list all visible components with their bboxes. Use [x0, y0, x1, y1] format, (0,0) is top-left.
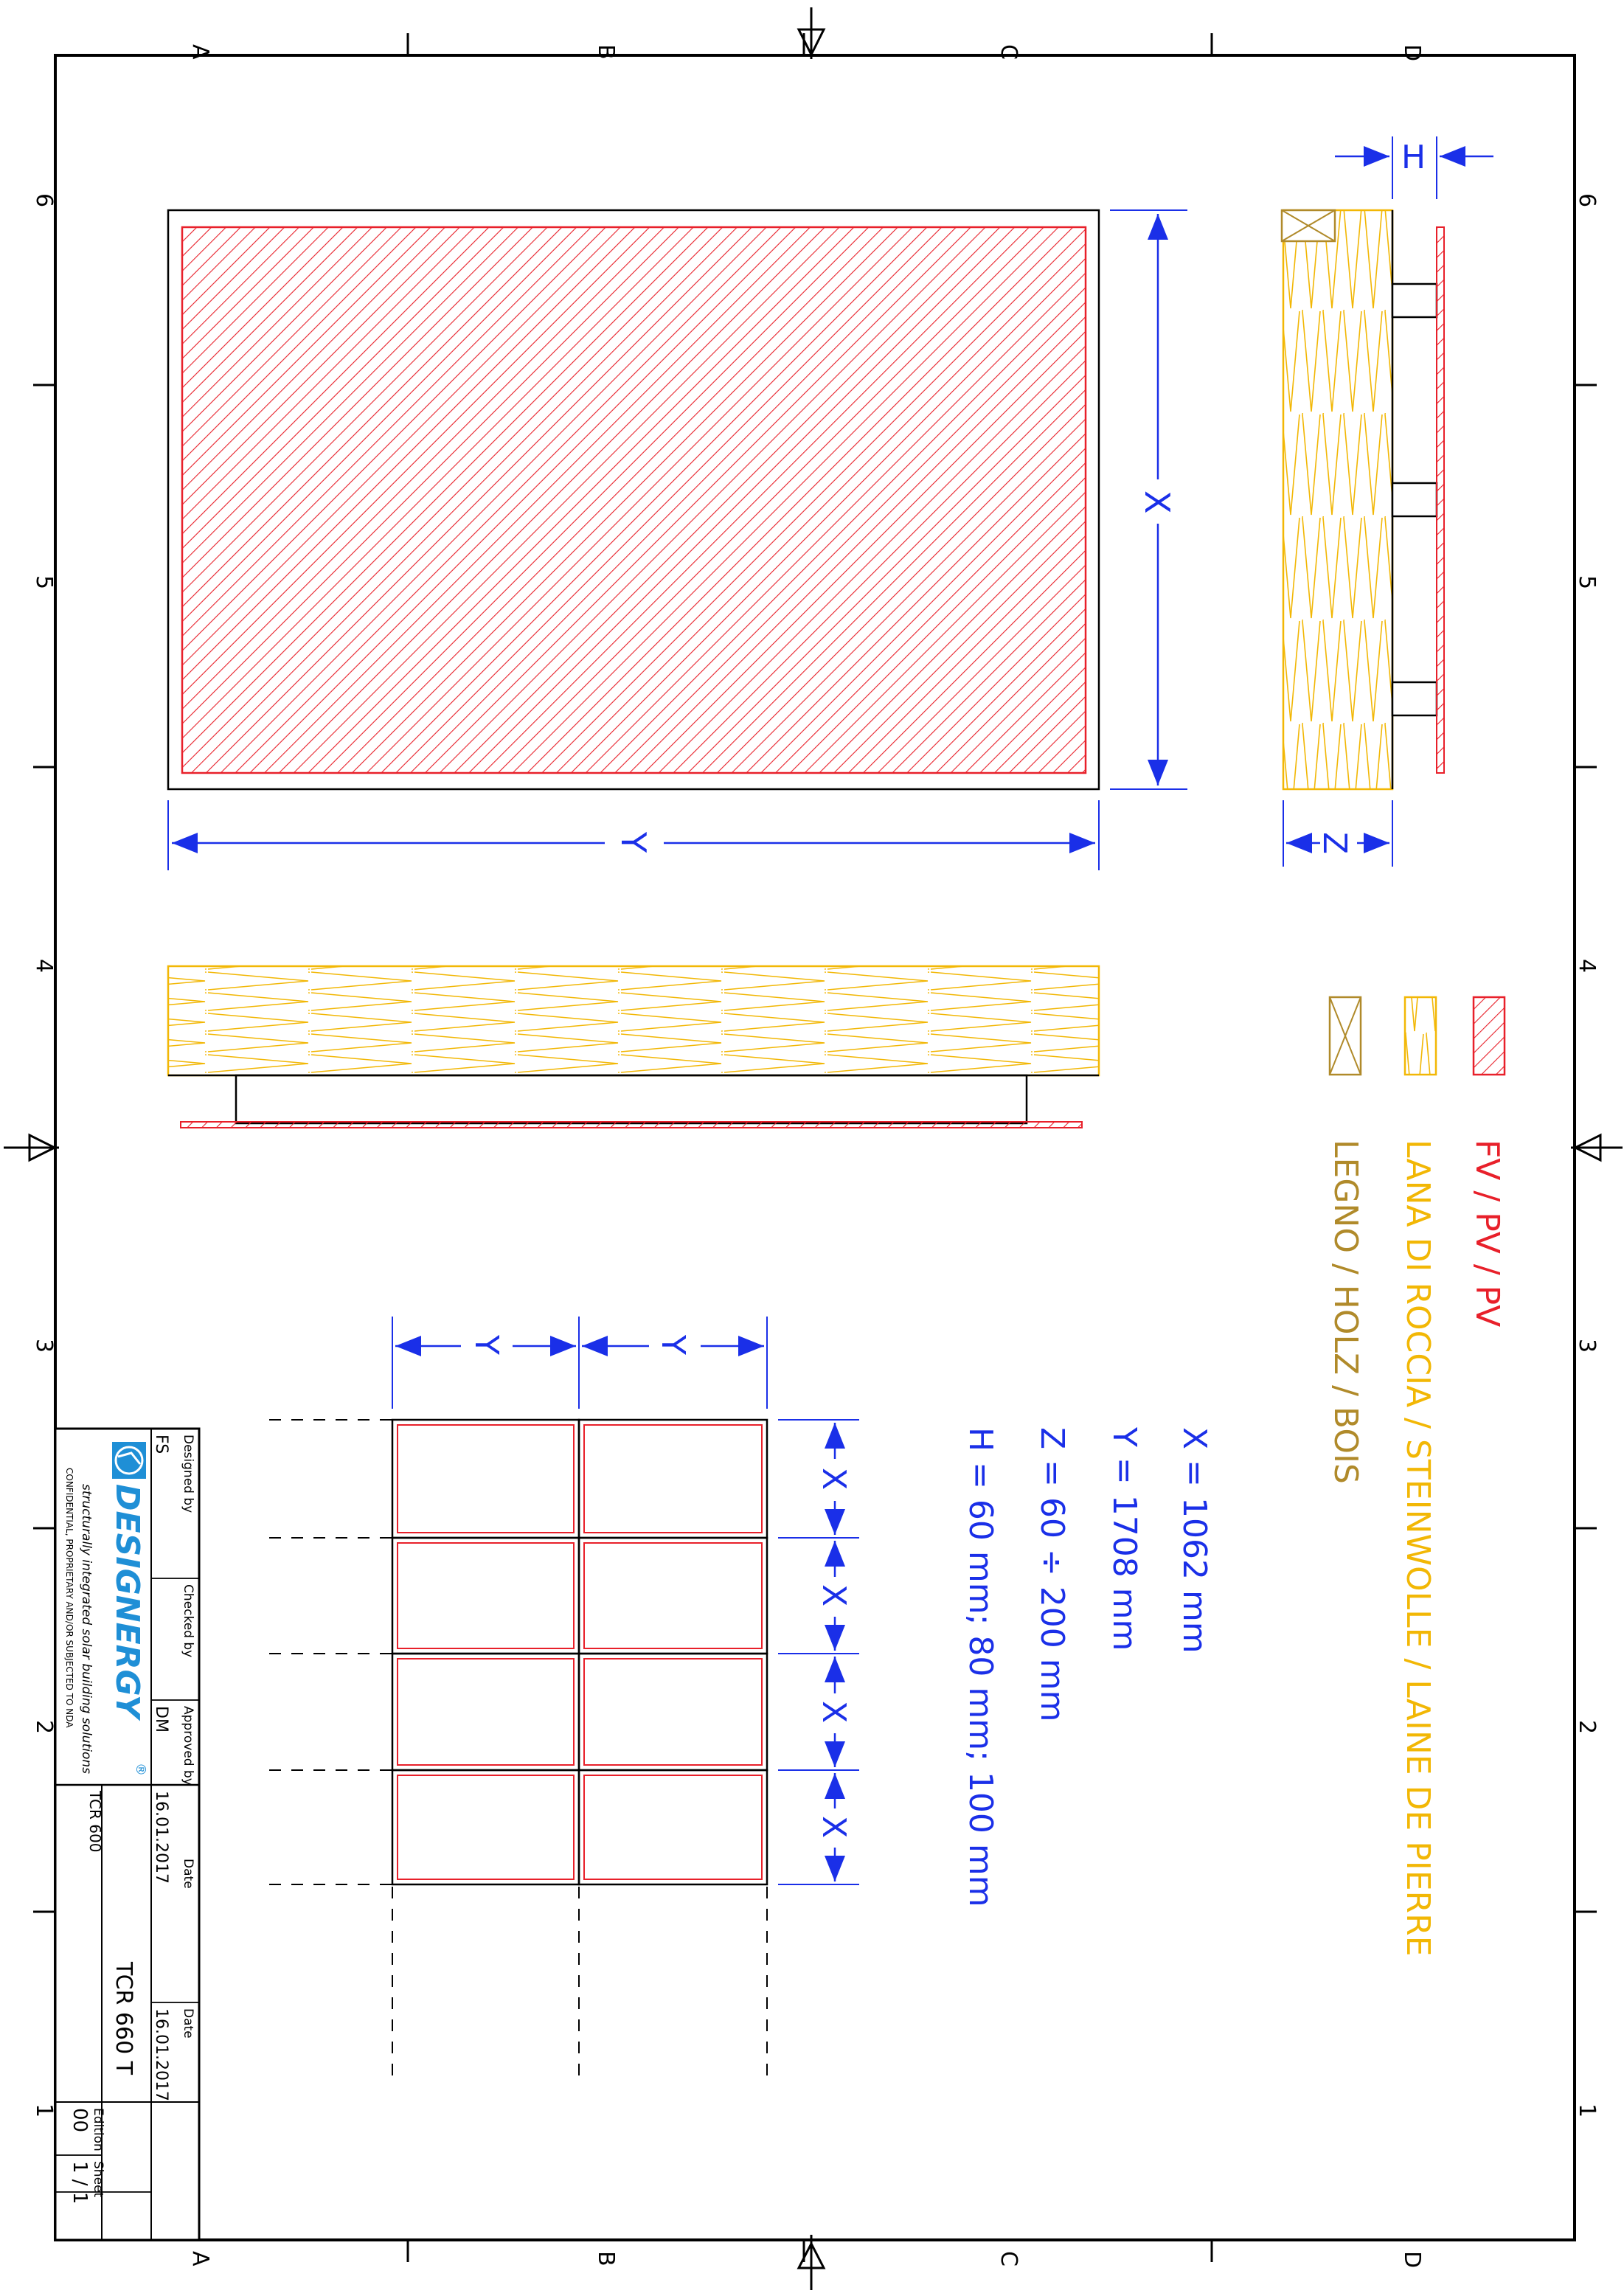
array-panels: [391, 1418, 768, 1886]
dimension-y-front: Y: [167, 800, 1100, 870]
sheet-value: 1 / 1: [69, 2161, 91, 2204]
date2-value: 16.01.2017: [152, 2008, 170, 2101]
approved-by-label: Approved by: [181, 1706, 195, 1786]
array-dimension-x: X X X X: [778, 1419, 859, 1885]
zone-letter-d-top: D: [1399, 44, 1425, 61]
confidential-notice: CONFIDENTIAL, PROPRIETARY AND/OR SUBJECT…: [64, 1468, 74, 1728]
array-dimension-x-label-4: X: [815, 1816, 853, 1838]
date-label: Date: [181, 1859, 195, 1889]
zone-number-2-left: 2: [31, 1720, 57, 1734]
zone-letter-b-top: B: [593, 44, 619, 60]
zone-number-3-right: 3: [1574, 1339, 1600, 1353]
brand-registered: ®: [133, 1763, 148, 1776]
legend-wool-swatch: [1403, 996, 1437, 1076]
wood-batten-section: [1280, 209, 1336, 243]
array-dimension-x-label-2: X: [815, 1584, 853, 1606]
approved-by-value: DM: [152, 1706, 170, 1733]
title-block: Designed by FS Checked by Approved by DM…: [54, 1427, 201, 2241]
drawing-title: TCR 660 T: [111, 1961, 136, 2075]
zone-letter-c-bottom: C: [996, 2251, 1021, 2266]
legend-pv-label: FV / PV / PV: [1468, 1140, 1506, 1327]
dimension-h-label: H: [1401, 139, 1426, 176]
value-y: Y = 1708 mm: [1106, 1426, 1143, 1651]
dimension-y-label: Y: [614, 831, 653, 853]
array-dimension-y-label-1: Y: [468, 1334, 505, 1355]
zone-number-6-right: 6: [1574, 193, 1600, 207]
dimension-values: X = 1062 mm Y = 1708 mm Z = 60 ÷ 200 mm …: [962, 1426, 1213, 1907]
designed-by-value: FS: [152, 1435, 170, 1454]
centering-mark-bottom: [797, 2235, 826, 2290]
centering-mark-right: [1571, 1133, 1623, 1162]
zone-number-2-right: 2: [1574, 1720, 1600, 1734]
dimension-z-label: Z: [1316, 832, 1353, 854]
centering-mark-left: [4, 1133, 59, 1162]
zone-letter-a-top: A: [187, 44, 213, 60]
date2-label: Date: [181, 2008, 195, 2039]
array-dimension-y-label-2: Y: [654, 1334, 692, 1355]
date-value: 16.01.2017: [152, 1791, 170, 1884]
legend: FV / PV / PV LANA DI ROCCIA / STEINWOLLE…: [1327, 996, 1506, 1956]
zone-number-5-right: 5: [1574, 575, 1600, 589]
company-tagline: structurally integrated solar building s…: [79, 1484, 94, 1774]
zone-letter-c-top: C: [996, 44, 1021, 60]
zone-number-4-right: 4: [1574, 959, 1600, 973]
designed-by-label: Designed by: [181, 1435, 195, 1513]
panel-bottom-section: [167, 965, 1100, 1128]
sheet-label: Sheet: [91, 2161, 105, 2197]
legend-pv-swatch: [1472, 996, 1506, 1076]
panel-front-view: [167, 209, 1100, 791]
edition-value: 00: [69, 2108, 91, 2132]
centering-mark-top: [797, 7, 826, 59]
brand-name: DESIGNERGY: [108, 1484, 146, 1721]
edition-label: Edition: [91, 2108, 105, 2151]
legend-wood-label: LEGNO / HOLZ / BOIS: [1327, 1140, 1364, 1484]
panel-side-section: [1280, 209, 1445, 791]
zone-number-3-left: 3: [31, 1339, 57, 1353]
zone-letter-a-bottom: A: [187, 2251, 213, 2266]
array-dimension-y: Y Y: [392, 1317, 768, 1409]
panel-array-layout: [269, 1418, 768, 2076]
zone-letter-d-bottom: D: [1399, 2251, 1425, 2268]
value-x: X = 1062 mm: [1176, 1427, 1213, 1654]
array-dimension-x-label-1: X: [815, 1468, 853, 1490]
zone-number-6-left: 6: [31, 193, 57, 207]
legend-wood-swatch: [1328, 996, 1362, 1076]
dimension-z: Z: [1283, 800, 1393, 867]
zone-letter-b-bottom: B: [593, 2251, 619, 2266]
part-code: TCR 600: [86, 1790, 104, 1852]
legend-wool-label: LANA DI ROCCIA / STEINWOLLE / LAINE DE P…: [1399, 1140, 1437, 1956]
dimension-h: H: [1335, 136, 1493, 199]
dimension-x-front: X: [1110, 209, 1187, 790]
zone-number-4-left: 4: [31, 959, 57, 973]
zone-number-5-left: 5: [31, 575, 57, 589]
array-dimension-x-label-3: X: [815, 1701, 853, 1723]
value-z: Z = 60 ÷ 200 mm: [1033, 1427, 1071, 1722]
checked-by-label: Checked by: [181, 1584, 195, 1657]
zone-number-1-right: 1: [1574, 2103, 1600, 2118]
designergy-logo: DESIGNERGY ®: [108, 1442, 148, 1776]
dimension-x-label: X: [1137, 490, 1177, 514]
zone-number-1-left: 1: [31, 2103, 57, 2118]
drawing-frame: A B C D A B C D 6 5 4 3 2 1 6 5 4 3 2 1: [4, 7, 1623, 2290]
value-h: H = 60 mm; 80 mm; 100 mm: [962, 1427, 999, 1907]
